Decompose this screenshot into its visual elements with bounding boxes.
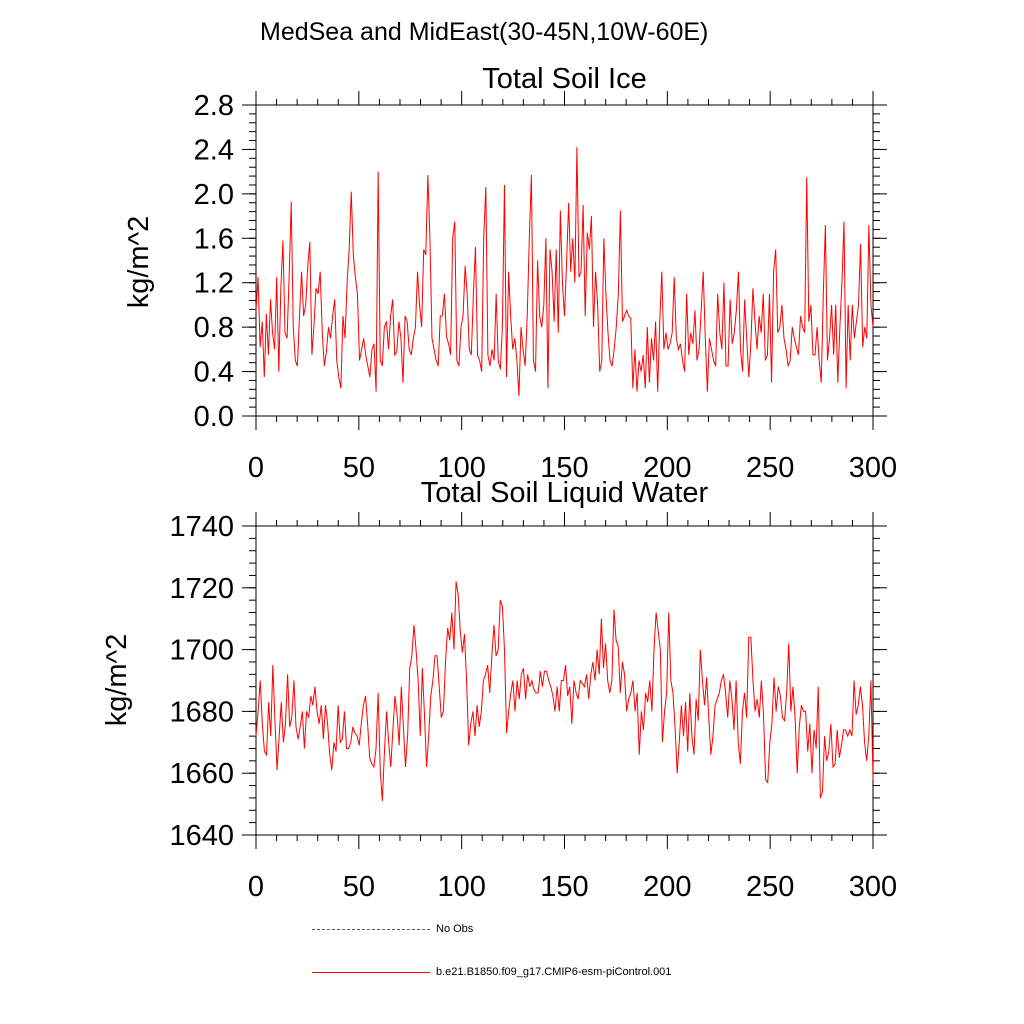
- x-tick-label: 200: [643, 871, 691, 903]
- panel-title: Total Soil Ice: [482, 63, 646, 95]
- y-tick-label: 1740: [169, 511, 234, 543]
- y-tick-label: 2.4: [194, 134, 234, 166]
- x-tick-label: 50: [343, 452, 375, 484]
- x-tick-label: 250: [746, 452, 794, 484]
- x-tick-label: 150: [540, 871, 588, 903]
- y-tick-label: 0.8: [194, 312, 234, 344]
- series-line: [255, 147, 874, 397]
- panel-title: Total Soil Liquid Water: [421, 477, 709, 509]
- x-tick-label: 0: [248, 452, 264, 484]
- y-tick-label: 1660: [169, 758, 234, 790]
- legend-solid-line-swatch: [312, 971, 430, 973]
- y-tick-label: 1.6: [194, 223, 234, 255]
- x-tick-label: 0: [248, 871, 264, 903]
- y-tick-label: 1680: [169, 696, 234, 728]
- x-tick-label: 100: [437, 452, 485, 484]
- panel-total-soil-liquid-water: Total Soil Liquid Water kg/m^2 0 50 100 150 20…: [101, 477, 897, 903]
- legend-dashed-line-swatch: [312, 928, 430, 930]
- legend-label-no-obs: No Obs: [436, 923, 474, 935]
- y-tick-label: 2.0: [194, 179, 234, 211]
- panel-total-soil-ice: Total Soil Ice kg/m^2 0 50 100 150 200 250 300 0.…: [123, 63, 897, 484]
- y-axis-label: kg/m^2: [101, 634, 133, 727]
- legend-item-model-run: b.e21.B1850.f09_g17.CMIP6-esm-piControl.…: [312, 966, 671, 978]
- x-tick-label: 100: [437, 871, 485, 903]
- y-tick-label: 1700: [169, 635, 234, 667]
- x-tick-label: 200: [643, 452, 691, 484]
- y-tick-label: 0.0: [194, 401, 234, 433]
- y-axis-label: kg/m^2: [123, 216, 155, 309]
- x-tick-label: 250: [746, 871, 794, 903]
- series-line: [255, 581, 874, 802]
- page-title: MedSea and MidEast(30-45N,10W-60E): [260, 18, 709, 46]
- legend-item-no-obs: No Obs: [312, 923, 473, 935]
- x-tick-label: 150: [540, 452, 588, 484]
- y-tick-label: 0.4: [194, 357, 234, 389]
- legend-label-model-run: b.e21.B1850.f09_g17.CMIP6-esm-piControl.…: [436, 966, 672, 978]
- x-tick-label: 300: [849, 452, 897, 484]
- x-tick-label: 50: [343, 871, 375, 903]
- y-tick-label: 2.8: [194, 90, 234, 122]
- y-tick-label: 1640: [169, 820, 234, 852]
- y-tick-label: 1720: [169, 573, 234, 605]
- x-tick-label: 300: [849, 871, 897, 903]
- plot-frame: [255, 525, 874, 836]
- y-tick-label: 1.2: [194, 268, 234, 300]
